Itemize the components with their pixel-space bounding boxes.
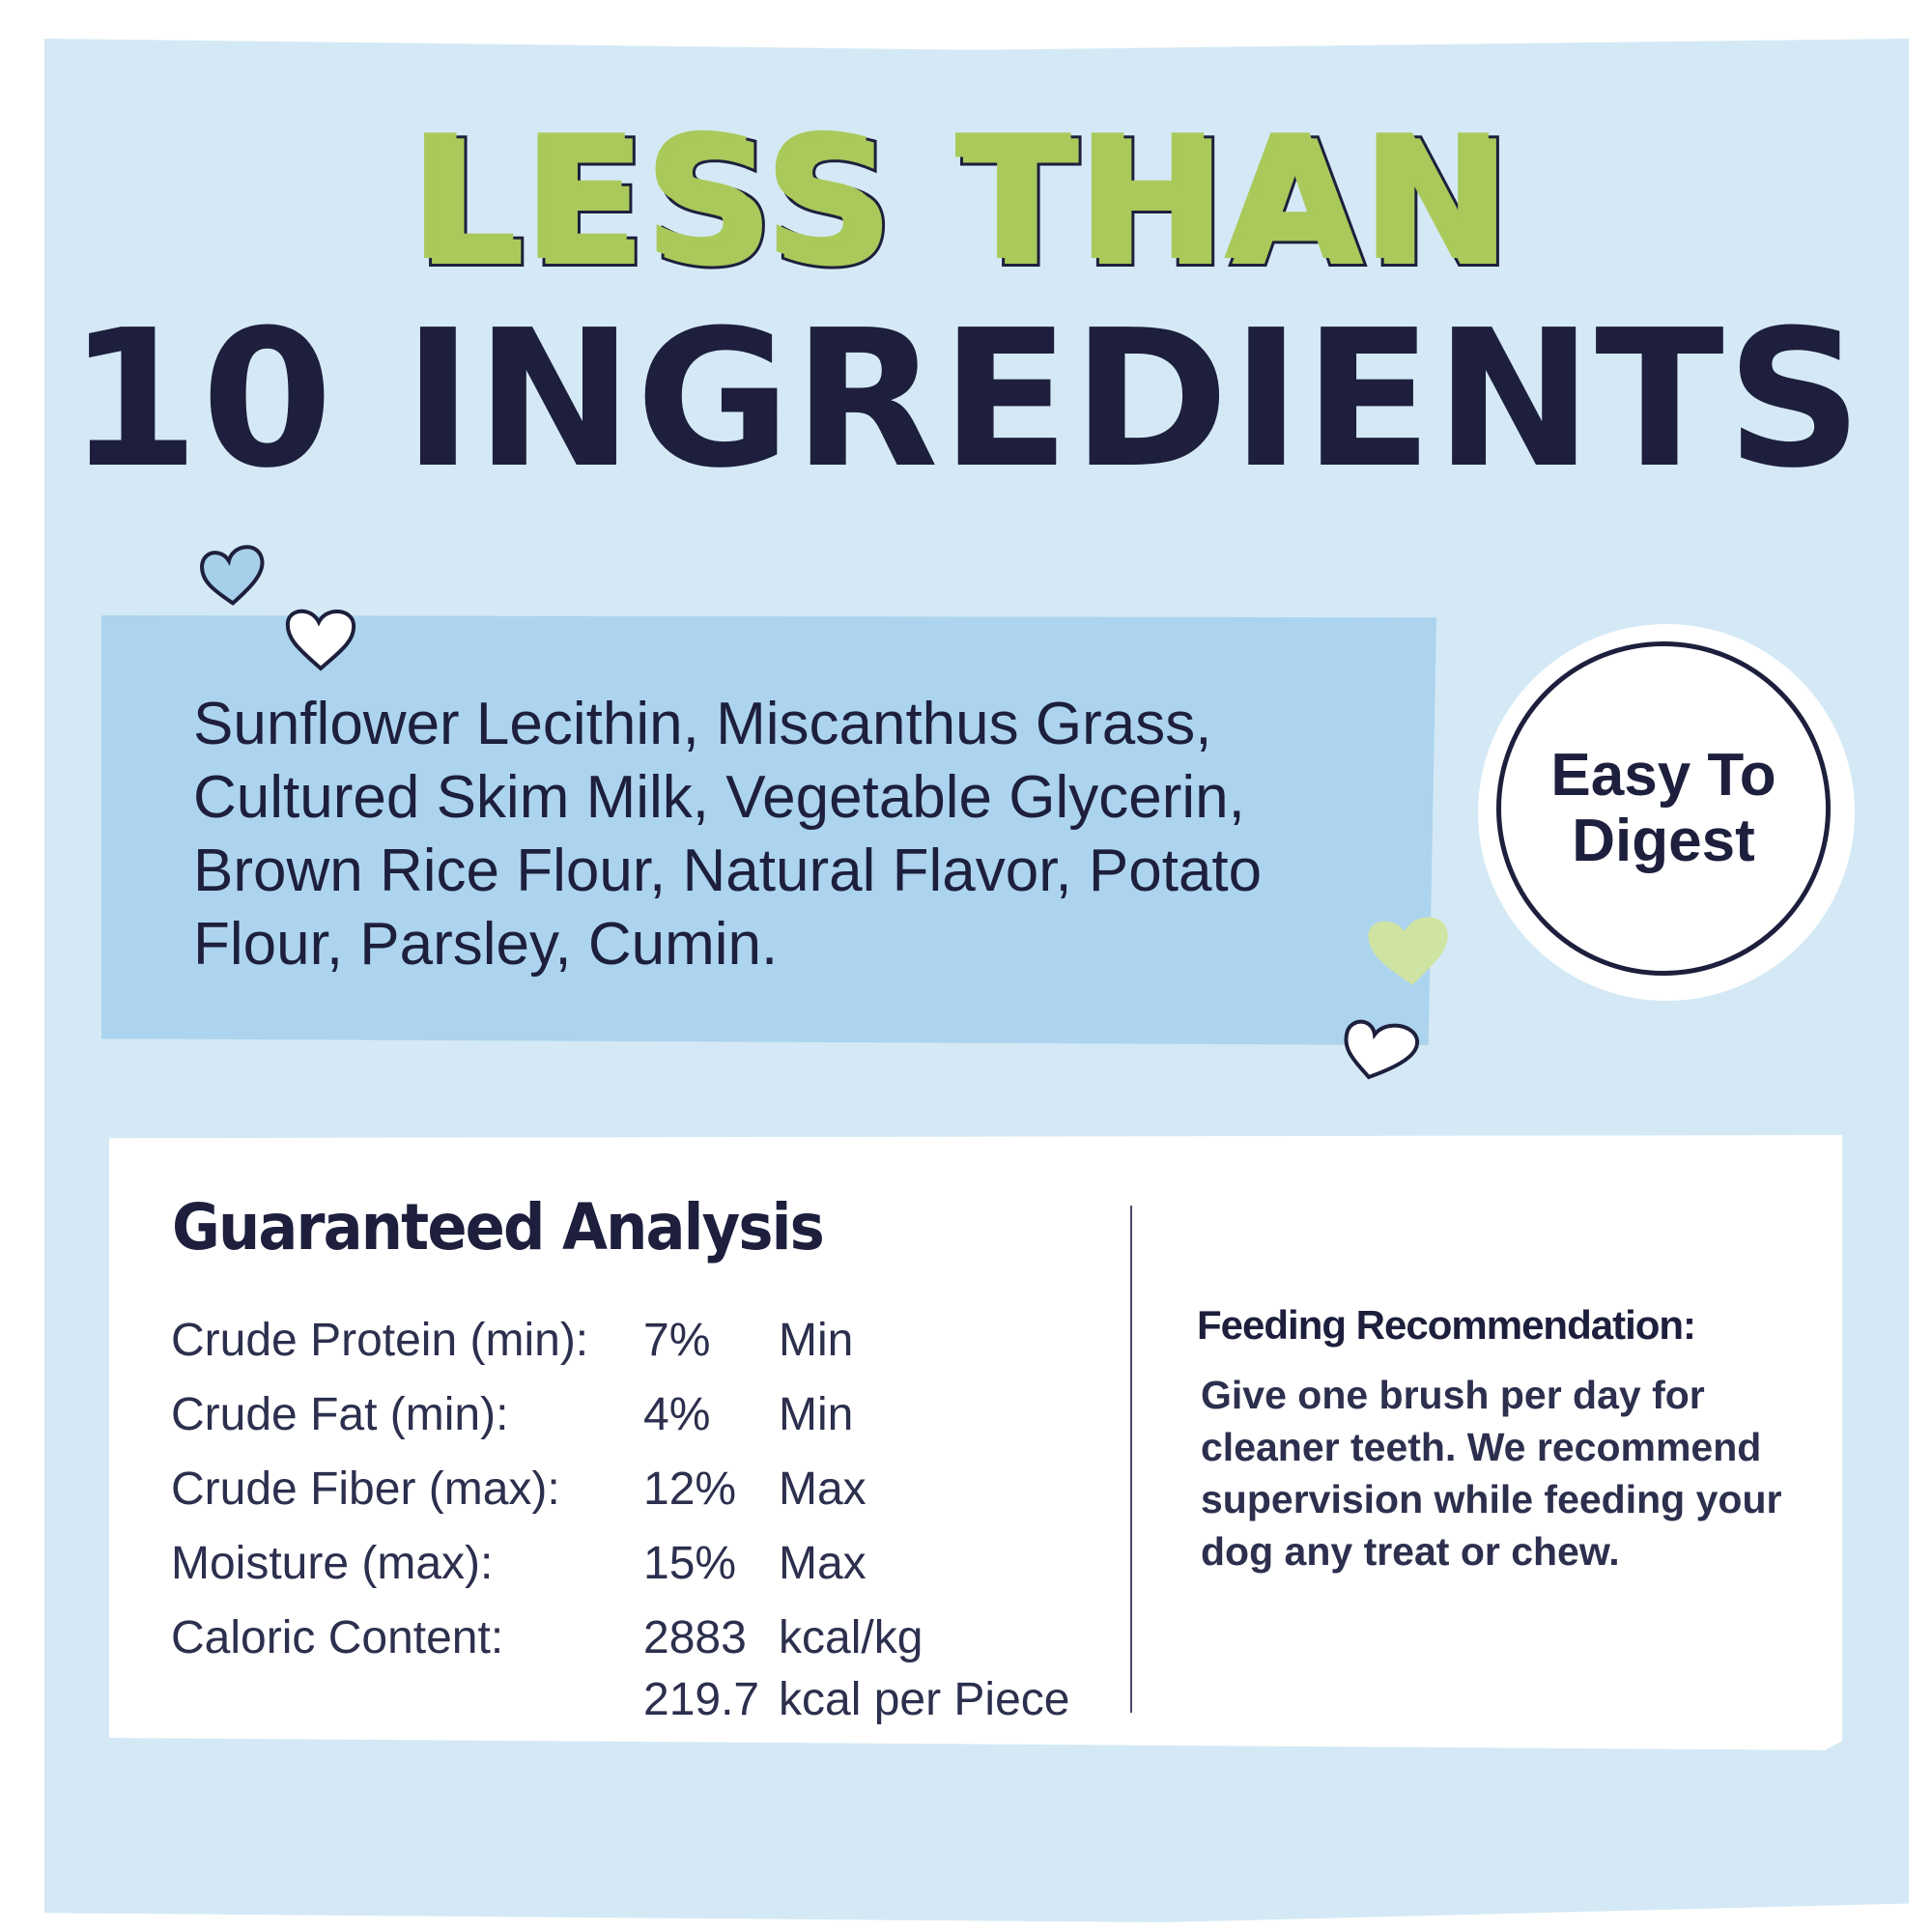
badge-line1: Easy To: [1550, 742, 1776, 809]
column-divider: [1130, 1206, 1132, 1713]
ingredients-box: [101, 615, 1436, 1045]
headline-less-than: LESS THAN: [413, 101, 1517, 307]
row-value: 219.7: [643, 1674, 760, 1725]
row-value: 4%: [643, 1389, 711, 1440]
heart-icon-white: [285, 609, 356, 671]
analysis-panel: [109, 1135, 1842, 1750]
row-label: Crude Fiber (max):: [171, 1463, 560, 1515]
heart-icon-white: [1344, 1019, 1420, 1080]
badge-line2: Digest: [1572, 808, 1755, 874]
row-value: 12%: [643, 1463, 737, 1515]
row-unit: Min: [779, 1389, 854, 1440]
easy-to-digest-badge: Easy To Digest: [1496, 641, 1831, 976]
headline-ingredients: 10 INGREDIENTS: [67, 290, 1865, 510]
row-unit: Min: [779, 1315, 854, 1366]
heart-icon-blue: [200, 545, 265, 606]
feeding-recommendation-text: Give one brush per day for cleaner teeth…: [1201, 1373, 1782, 1574]
row-unit: kcal per Piece: [779, 1674, 1070, 1725]
guaranteed-analysis-title: Guaranteed Analysis: [172, 1190, 825, 1264]
row-label: Moisture (max):: [171, 1538, 494, 1589]
row-label: Crude Fat (min):: [171, 1389, 509, 1440]
row-value: 15%: [643, 1538, 737, 1589]
row-unit: Max: [779, 1538, 867, 1589]
row-value: 2883: [643, 1612, 747, 1663]
row-unit: kcal/kg: [779, 1612, 923, 1663]
ingredients-text: Sunflower Lecithin, Miscanthus Grass, Cu…: [193, 691, 1263, 978]
row-label: Caloric Content:: [171, 1612, 504, 1663]
row-value: 7%: [643, 1315, 711, 1366]
row-label: Crude Protein (min):: [171, 1315, 589, 1366]
feeding-recommendation-title: Feeding Recommendation:: [1197, 1302, 1696, 1348]
heart-icon-green: [1368, 917, 1448, 985]
row-unit: Max: [779, 1463, 867, 1515]
